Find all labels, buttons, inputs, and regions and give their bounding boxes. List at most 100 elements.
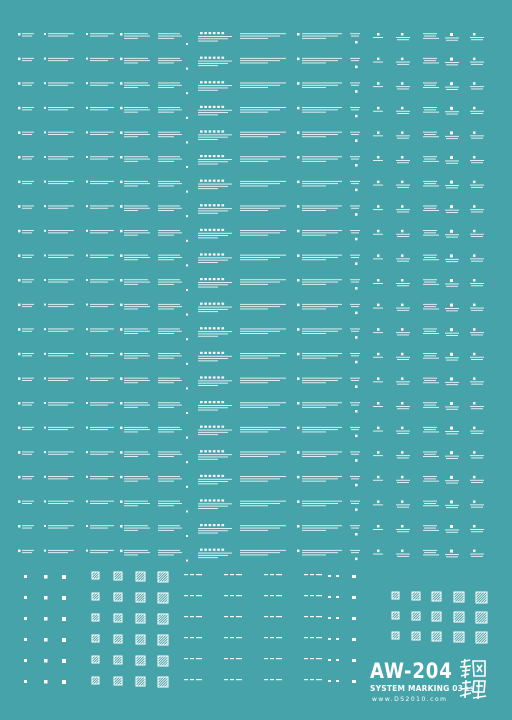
decal-text-line: [471, 186, 483, 188]
marker-dot: [377, 303, 380, 307]
marker-dot: [18, 402, 21, 405]
marker-dot: [297, 33, 300, 36]
decal-text-line: [373, 406, 383, 407]
decal-text-line: [470, 135, 484, 137]
decal-text-line: [124, 183, 150, 185]
decal-text-line: [124, 328, 148, 330]
decal-text-line: [158, 554, 174, 556]
decal-text-line: [424, 60, 436, 62]
warning-stripe: [221, 351, 225, 354]
dash-mark: [190, 637, 194, 639]
decal-text-line: [423, 328, 437, 330]
marker-dot: [377, 525, 380, 528]
dash-mark: [196, 574, 202, 576]
warning-stripe: [204, 130, 207, 133]
decal-text-line: [198, 163, 218, 165]
decal-text-line: [48, 476, 74, 477]
warning-stripe: [221, 450, 225, 453]
hatched-square-decal: [431, 611, 442, 622]
marker-dot: [18, 57, 21, 61]
marker-dot: [473, 57, 476, 61]
decal-text-line: [423, 476, 437, 477]
decal-text-line: [198, 38, 228, 40]
warning-stripe: [212, 253, 216, 256]
marker-dot: [44, 549, 46, 552]
marker-dot: [186, 387, 188, 390]
small-square-decal: [328, 617, 331, 619]
decal-text-line: [424, 84, 436, 86]
hatched-square-decal: [135, 613, 146, 624]
marker-dot: [401, 475, 404, 479]
decal-text-line: [22, 232, 32, 234]
decal-text-line: [158, 33, 180, 35]
decal-text-line: [198, 262, 218, 263]
product-label: AW-204 SYSTEM MARKING 03 LS www.DS2010.c…: [370, 658, 488, 708]
dash-mark: [196, 616, 202, 618]
dash-mark: [264, 679, 268, 681]
decal-text-line: [397, 88, 409, 90]
decal-text-line: [373, 160, 383, 161]
warning-stripe: [221, 548, 225, 551]
decal-text-line: [240, 382, 268, 384]
decal-text-line: [350, 303, 360, 305]
warning-stripe: [212, 56, 216, 59]
decal-text-line: [446, 507, 458, 509]
marker-dot: [450, 106, 453, 110]
warning-stripe: [217, 105, 220, 108]
decal-text-line: [240, 136, 268, 138]
decal-text-line: [90, 84, 108, 86]
warning-stripe: [204, 376, 207, 379]
decal-text-line: [423, 107, 437, 108]
marker-dot: [186, 190, 188, 193]
marker-dot: [186, 362, 188, 365]
marker-dot: [401, 57, 404, 61]
decal-text-line: [423, 554, 439, 556]
decal-text-line: [423, 82, 437, 84]
marker-dot: [297, 180, 300, 184]
decal-text-line: [124, 234, 138, 236]
decal-text-line: [423, 210, 439, 211]
decal-text-line: [48, 205, 74, 207]
decal-text-line: [22, 156, 34, 158]
hatched-square-decal: [135, 571, 146, 582]
marker-dot: [86, 279, 88, 281]
marker-dot: [297, 500, 300, 503]
decal-text-line: [124, 33, 148, 35]
decal-text-line: [48, 353, 74, 354]
decal-text-line: [351, 109, 359, 111]
decal-text-line: [48, 429, 68, 431]
decal-text-line: [445, 160, 459, 162]
decal-text-line: [158, 35, 182, 37]
decal-text-line: [350, 451, 360, 453]
decal-text-line: [445, 62, 459, 63]
decal-text-line: [124, 402, 148, 404]
decal-text-line: [22, 158, 32, 160]
warning-stripe: [208, 278, 212, 281]
decal-text-line: [302, 306, 338, 308]
decal-text-line: [350, 377, 360, 379]
decal-text-line: [351, 257, 359, 258]
decal-text-line: [124, 230, 148, 231]
small-square-decal: [336, 659, 339, 661]
decal-text-line: [302, 205, 342, 207]
decal-text-line: [446, 310, 458, 312]
decal-text-line: [124, 529, 138, 531]
decal-text-line: [351, 404, 359, 406]
decal-text-line: [445, 529, 459, 531]
decal-text-line: [446, 384, 458, 386]
decal-text-line: [445, 332, 459, 334]
marker-dot: [186, 338, 188, 341]
decal-text-line: [198, 89, 218, 91]
decal-text-line: [48, 453, 68, 455]
decal-text-line: [351, 207, 359, 209]
decal-text-line: [396, 504, 410, 506]
decal-text-line: [48, 232, 68, 234]
decal-text-line: [424, 552, 436, 554]
decal-text-line: [351, 158, 359, 160]
decal-text-line: [423, 353, 437, 354]
warning-stripe: [204, 32, 207, 35]
decal-text-line: [445, 135, 459, 137]
warning-stripe: [221, 499, 225, 502]
dash-mark: [224, 574, 228, 576]
